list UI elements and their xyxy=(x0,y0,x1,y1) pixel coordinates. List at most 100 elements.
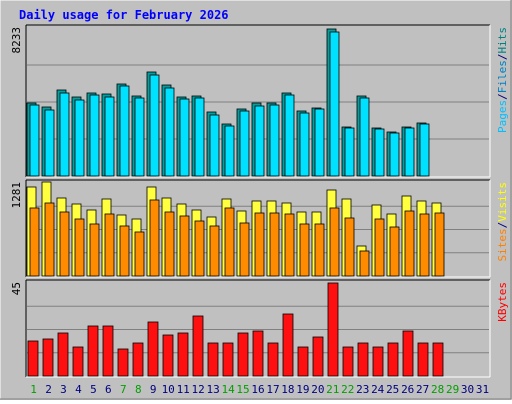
panel-kbytes: 45 KBytes xyxy=(10,279,509,378)
bar-kbytes-day-4 xyxy=(72,346,84,377)
series-files xyxy=(29,31,430,177)
bar-kbytes-day-15 xyxy=(237,332,249,377)
bar-files-day-24 xyxy=(374,128,385,177)
x-tick-label-day-1: 1 xyxy=(30,383,37,396)
bar-files-day-9 xyxy=(149,74,160,177)
legend-entry: Hits xyxy=(496,27,509,54)
bar-kbytes-day-26 xyxy=(402,330,414,377)
x-tick-label-day-9: 9 xyxy=(150,383,157,396)
bar-kbytes-day-23 xyxy=(357,342,369,377)
bar-files-day-20 xyxy=(314,108,325,177)
series-sites xyxy=(29,199,445,277)
x-tick-label-day-23: 23 xyxy=(356,383,369,396)
bar-kbytes-day-19 xyxy=(297,346,309,377)
x-tick-label-day-3: 3 xyxy=(60,383,67,396)
bar-kbytes-day-17 xyxy=(267,342,279,377)
x-tick-label-day-30: 30 xyxy=(461,383,474,396)
x-tick-label-day-21: 21 xyxy=(326,383,339,396)
bar-files-day-14 xyxy=(224,125,235,177)
legend-entry: / xyxy=(496,93,509,100)
legend-hits-files: Pages/Files/Hits xyxy=(496,27,509,133)
bar-kbytes-day-13 xyxy=(207,342,219,377)
x-tick-label-day-13: 13 xyxy=(206,383,219,396)
bar-files-day-25 xyxy=(389,132,400,177)
bar-kbytes-day-22 xyxy=(342,346,354,377)
bar-files-day-27 xyxy=(419,123,430,177)
bar-sites-day-1 xyxy=(29,207,40,277)
x-tick-label-day-17: 17 xyxy=(266,383,279,396)
x-tick-label-day-14: 14 xyxy=(221,383,235,396)
bar-sites-day-25 xyxy=(389,226,400,277)
bar-sites-day-2 xyxy=(44,202,55,277)
x-tick-label-day-31: 31 xyxy=(476,383,489,396)
bar-sites-day-26 xyxy=(404,210,415,277)
bar-kbytes-day-5 xyxy=(87,325,99,377)
bar-sites-day-12 xyxy=(194,220,205,277)
bar-kbytes-day-14 xyxy=(222,342,234,377)
legend-entry: / xyxy=(496,54,509,61)
bar-kbytes-day-9 xyxy=(147,321,159,377)
bar-kbytes-day-7 xyxy=(117,348,129,377)
bar-files-day-17 xyxy=(269,104,280,177)
bar-kbytes-day-20 xyxy=(312,336,324,377)
bar-sites-day-28 xyxy=(434,212,445,277)
bar-kbytes-day-3 xyxy=(57,332,69,377)
x-tick-label-day-20: 20 xyxy=(311,383,324,396)
bar-sites-day-10 xyxy=(164,211,175,277)
bar-sites-day-3 xyxy=(59,211,70,277)
bar-sites-day-16 xyxy=(254,212,265,277)
x-tick-label-day-25: 25 xyxy=(386,383,399,396)
bar-sites-day-23 xyxy=(359,250,370,277)
bar-files-day-8 xyxy=(134,97,145,177)
bar-kbytes-day-2 xyxy=(42,338,54,377)
bar-files-day-4 xyxy=(74,99,85,177)
legend-entry: Visits xyxy=(496,182,509,222)
bar-sites-day-4 xyxy=(74,218,85,277)
x-tick-label-day-19: 19 xyxy=(296,383,309,396)
bar-files-day-19 xyxy=(299,112,310,177)
bar-files-day-16 xyxy=(254,105,265,177)
bar-files-day-13 xyxy=(209,114,220,177)
bar-kbytes-day-28 xyxy=(432,342,444,377)
x-tick-label-day-7: 7 xyxy=(120,383,127,396)
x-tick-label-day-4: 4 xyxy=(75,383,82,396)
x-tick-label-day-22: 22 xyxy=(341,383,354,396)
panel-visits-sites: 1281 Sites/Visits xyxy=(10,179,509,278)
bar-sites-day-13 xyxy=(209,225,220,277)
bar-sites-day-8 xyxy=(134,231,145,277)
bar-files-day-6 xyxy=(104,96,115,177)
legend-entry: Pages xyxy=(496,100,509,133)
bar-kbytes-day-1 xyxy=(27,340,39,377)
bar-sites-day-7 xyxy=(119,225,130,277)
x-tick-label-day-24: 24 xyxy=(371,383,385,396)
bar-files-day-26 xyxy=(404,127,415,177)
y-max-label: 45 xyxy=(10,282,23,295)
x-tick-label-day-5: 5 xyxy=(90,383,97,396)
bar-files-day-11 xyxy=(179,98,190,177)
legend-entry: Sites xyxy=(496,228,509,261)
bar-files-day-1 xyxy=(29,104,40,177)
bar-files-day-18 xyxy=(284,94,295,177)
bar-kbytes-day-18 xyxy=(282,313,294,377)
bar-sites-day-11 xyxy=(179,215,190,277)
bar-sites-day-22 xyxy=(344,217,355,277)
bar-files-day-21 xyxy=(329,31,340,177)
bar-files-day-10 xyxy=(164,87,175,177)
legend-entry: Files xyxy=(496,60,509,93)
bar-sites-day-15 xyxy=(239,222,250,277)
bar-sites-day-27 xyxy=(419,213,430,277)
legend-entry: / xyxy=(496,222,509,229)
bar-sites-day-20 xyxy=(314,223,325,277)
bar-sites-day-6 xyxy=(104,213,115,277)
x-tick-label-day-15: 15 xyxy=(236,383,249,396)
x-tick-label-day-28: 28 xyxy=(431,383,444,396)
bar-kbytes-day-10 xyxy=(162,334,174,377)
bar-kbytes-day-8 xyxy=(132,342,144,377)
series-kbytes xyxy=(27,282,444,377)
x-tick-label-day-29: 29 xyxy=(446,383,459,396)
bar-files-day-23 xyxy=(359,97,370,177)
bar-files-day-7 xyxy=(119,85,130,177)
